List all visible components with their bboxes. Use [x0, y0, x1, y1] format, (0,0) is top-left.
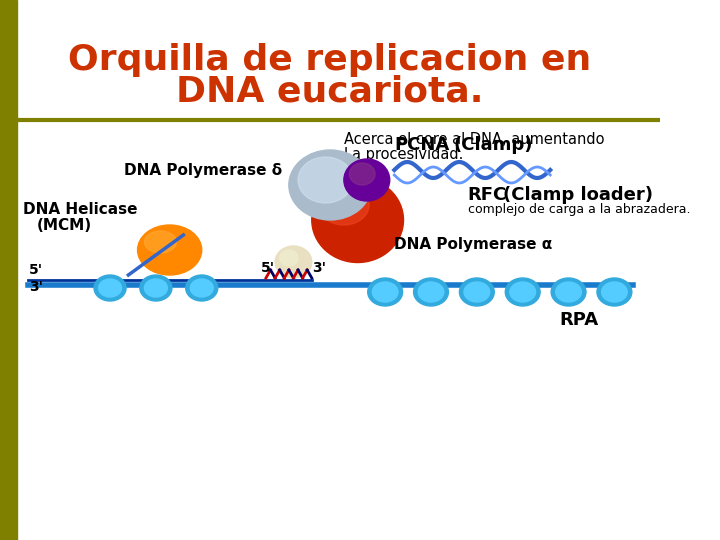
- Ellipse shape: [368, 278, 402, 306]
- Text: Acerca el core al DNA, aumentando: Acerca el core al DNA, aumentando: [344, 132, 604, 147]
- Bar: [0, 0, 17, 540]
- Ellipse shape: [140, 275, 172, 301]
- Text: DNA Helicase: DNA Helicase: [23, 202, 138, 218]
- Ellipse shape: [344, 159, 390, 201]
- Ellipse shape: [138, 225, 202, 275]
- Ellipse shape: [413, 278, 449, 306]
- Ellipse shape: [145, 231, 176, 253]
- Ellipse shape: [464, 282, 490, 302]
- Text: DNA Polymerase α: DNA Polymerase α: [395, 238, 552, 253]
- Ellipse shape: [312, 178, 403, 262]
- Ellipse shape: [279, 250, 298, 266]
- Ellipse shape: [551, 278, 586, 306]
- Ellipse shape: [510, 282, 536, 302]
- Text: complejo de carga a la abrazadera.: complejo de carga a la abrazadera.: [468, 204, 690, 217]
- Text: RPA: RPA: [559, 311, 598, 329]
- Ellipse shape: [459, 278, 494, 306]
- Text: 3': 3': [312, 261, 325, 275]
- Ellipse shape: [319, 185, 369, 225]
- Text: 5': 5': [261, 261, 276, 275]
- Ellipse shape: [418, 282, 444, 302]
- Ellipse shape: [505, 278, 540, 306]
- Text: (Clamp): (Clamp): [454, 136, 534, 154]
- Ellipse shape: [99, 279, 122, 297]
- Text: La procesividad.: La procesividad.: [344, 146, 463, 161]
- Ellipse shape: [190, 279, 213, 297]
- Ellipse shape: [186, 275, 217, 301]
- Ellipse shape: [298, 157, 353, 203]
- Text: 3': 3': [30, 280, 43, 294]
- Text: DNA eucariota.: DNA eucariota.: [176, 75, 484, 109]
- Ellipse shape: [349, 163, 375, 185]
- Text: Orquilla de replicacion en: Orquilla de replicacion en: [68, 43, 592, 77]
- Ellipse shape: [289, 150, 372, 220]
- Ellipse shape: [94, 275, 126, 301]
- Ellipse shape: [372, 282, 398, 302]
- Text: RFC: RFC: [468, 186, 507, 204]
- Ellipse shape: [556, 282, 581, 302]
- Text: 5': 5': [30, 263, 43, 277]
- Ellipse shape: [145, 279, 167, 297]
- Ellipse shape: [275, 246, 312, 278]
- Ellipse shape: [602, 282, 627, 302]
- Text: DNA Polymerase δ: DNA Polymerase δ: [124, 163, 282, 178]
- Ellipse shape: [597, 278, 632, 306]
- Text: (Clamp loader): (Clamp loader): [503, 186, 652, 204]
- Text: PCNA: PCNA: [395, 136, 449, 154]
- Text: (MCM): (MCM): [37, 218, 92, 233]
